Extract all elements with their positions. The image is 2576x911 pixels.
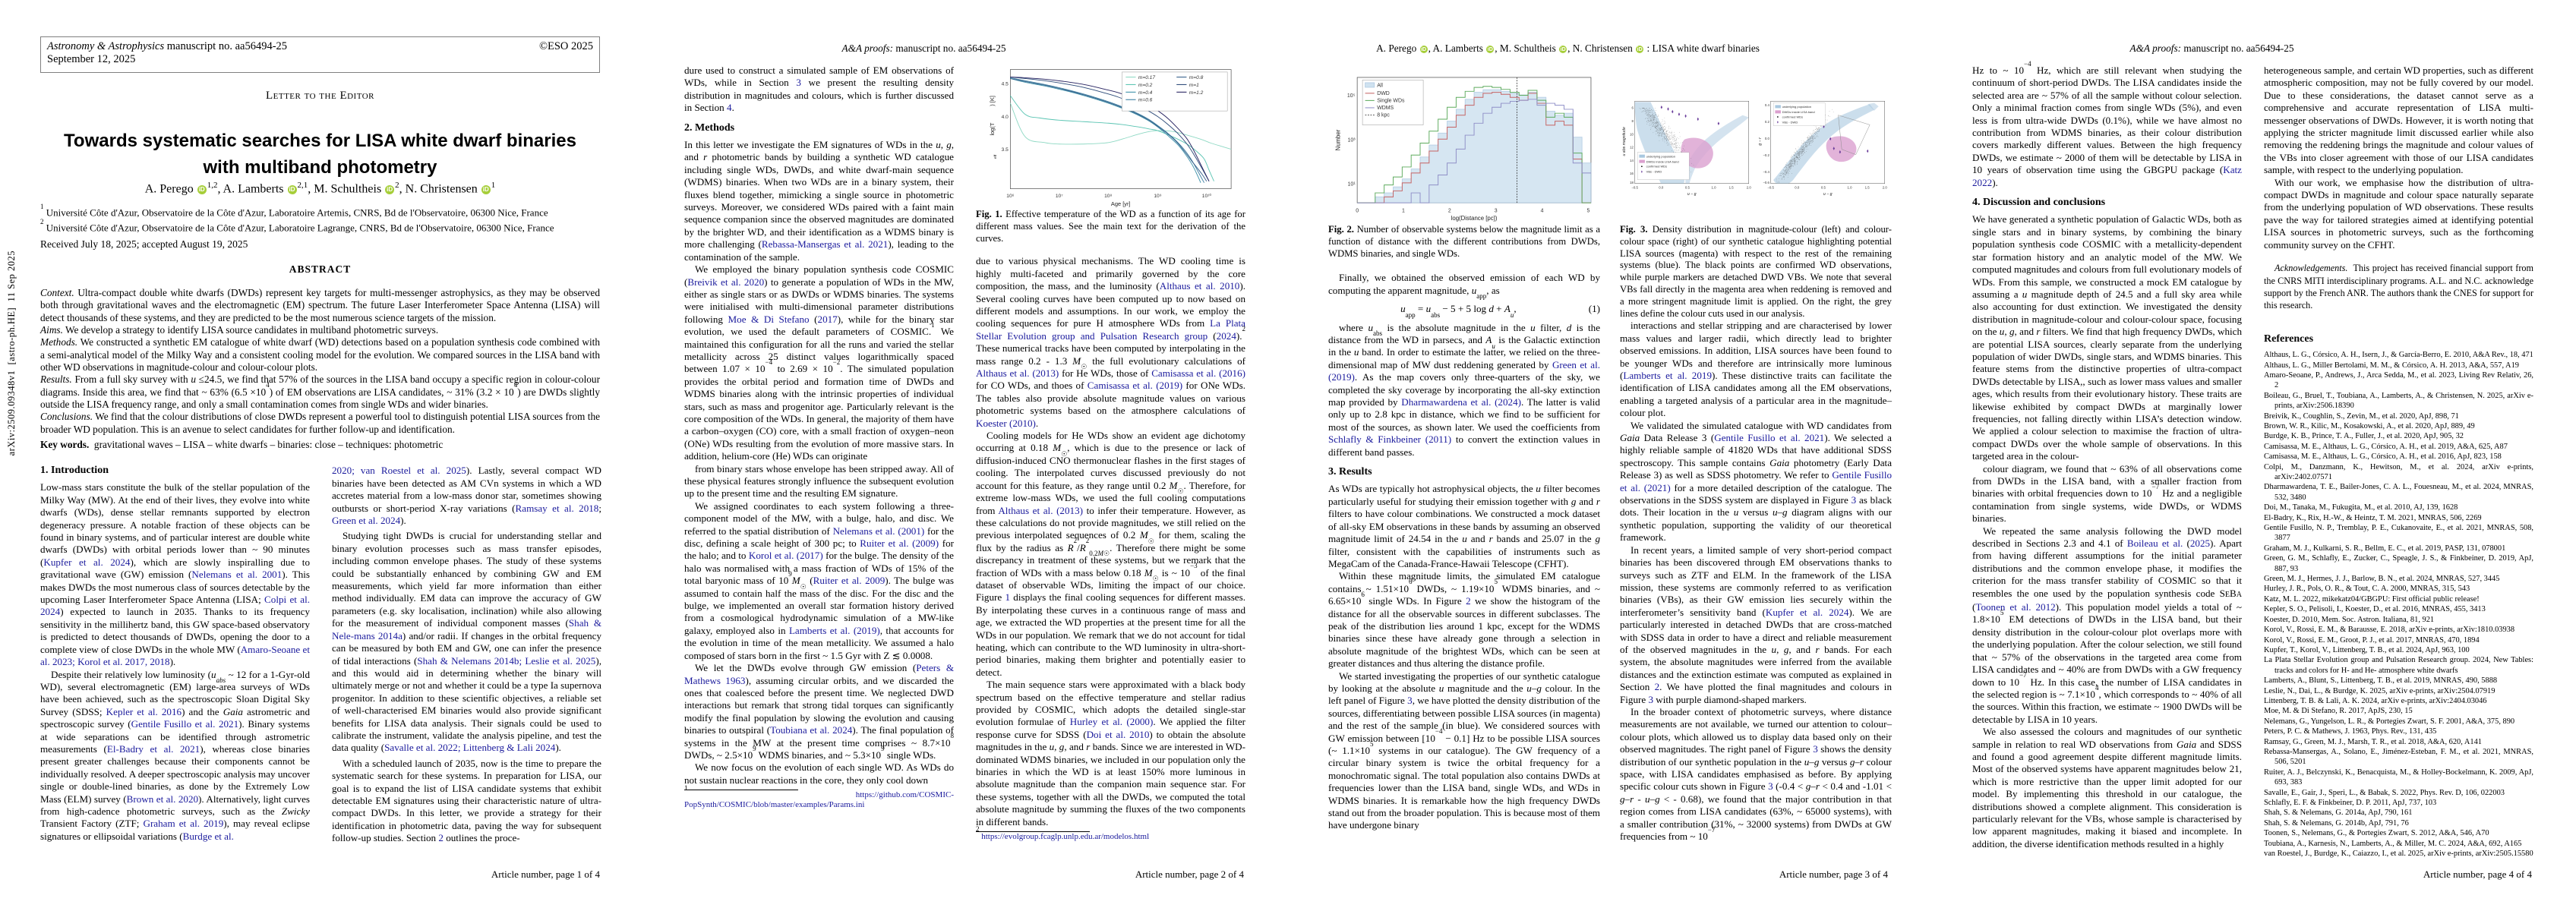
svg-text:m=1.2: m=1.2 xyxy=(1189,90,1204,96)
svg-text:m=0.4: m=0.4 xyxy=(1138,90,1153,96)
svg-text:10: 10 xyxy=(1630,132,1634,136)
svg-text:0.0: 0.0 xyxy=(1765,137,1770,140)
svg-text:log(T: log(T xyxy=(989,122,996,135)
svg-text:−0.5: −0.5 xyxy=(1767,186,1774,190)
svg-text:DWDs inside LISA band: DWDs inside LISA band xyxy=(1646,159,1679,163)
svg-text:u abs magnitude: u abs magnitude xyxy=(1622,127,1627,156)
svg-text:2.0: 2.0 xyxy=(1747,186,1752,190)
svg-text:0: 0 xyxy=(1356,208,1359,213)
svg-text:4.0: 4.0 xyxy=(1002,115,1009,120)
svg-text:−0.6: −0.6 xyxy=(1763,181,1769,184)
svg-text:DWD: DWD xyxy=(1377,91,1390,96)
svg-text:g − r: g − r xyxy=(1758,137,1763,146)
svg-text:14: 14 xyxy=(1630,159,1634,162)
svg-text:16: 16 xyxy=(1630,172,1634,175)
svg-text:Single WDs: Single WDs xyxy=(1377,99,1405,104)
svg-text:m=0.6: m=0.6 xyxy=(1138,98,1153,103)
svg-text:−0.2: −0.2 xyxy=(1763,153,1769,157)
svg-text:0.0: 0.0 xyxy=(1795,186,1800,190)
svg-text:4: 4 xyxy=(1541,208,1544,213)
svg-text:Number: Number xyxy=(1335,129,1342,150)
svg-text:1.5: 1.5 xyxy=(1865,186,1870,190)
svg-text:underlying population: underlying population xyxy=(1646,154,1675,158)
svg-text:DWDs inside LISA band: DWDs inside LISA band xyxy=(1782,110,1815,114)
svg-text:0.5: 0.5 xyxy=(1685,186,1690,190)
svg-text:10¹⁰: 10¹⁰ xyxy=(1202,193,1212,199)
svg-text:1: 1 xyxy=(1402,208,1405,213)
svg-text:m=0.2: m=0.2 xyxy=(1138,83,1153,88)
svg-text:WDMS: WDMS xyxy=(1377,106,1394,111)
svg-text:10⁵: 10⁵ xyxy=(1347,93,1356,99)
svg-text:3.5: 3.5 xyxy=(1002,147,1009,153)
svg-text:10⁹: 10⁹ xyxy=(1154,194,1161,199)
svg-text:18: 18 xyxy=(1630,181,1634,184)
svg-text:3: 3 xyxy=(1495,208,1498,213)
svg-text:m=1: m=1 xyxy=(1189,83,1199,88)
svg-text:2: 2 xyxy=(1448,208,1451,213)
svg-text:VBs - DWD: VBs - DWD xyxy=(1782,120,1798,124)
svg-text:eff: eff xyxy=(993,154,998,159)
svg-text:Age [yr]: Age [yr] xyxy=(1111,200,1131,207)
svg-text:) [K]: ) [K] xyxy=(989,96,996,106)
svg-text:All: All xyxy=(1377,84,1383,89)
svg-text:0.4: 0.4 xyxy=(1765,103,1770,107)
svg-text:u − g: u − g xyxy=(1687,192,1697,197)
svg-text:10⁸: 10⁸ xyxy=(1104,194,1112,199)
svg-text:1.0: 1.0 xyxy=(1712,186,1717,190)
svg-text:10¹: 10¹ xyxy=(1347,182,1356,188)
svg-text:0.0: 0.0 xyxy=(1659,186,1664,190)
svg-text:u − g: u − g xyxy=(1823,192,1833,197)
svg-text:1.0: 1.0 xyxy=(1848,186,1853,190)
svg-text:confirmed WDs: confirmed WDs xyxy=(1646,165,1668,169)
svg-text:8 kpc: 8 kpc xyxy=(1377,113,1390,118)
svg-text:0.5: 0.5 xyxy=(1821,186,1826,190)
svg-text:0.2: 0.2 xyxy=(1765,120,1770,124)
svg-text:underlying population: underlying population xyxy=(1782,105,1811,109)
svg-text:VBs - DWD: VBs - DWD xyxy=(1646,170,1662,174)
svg-text:m=0.8: m=0.8 xyxy=(1189,75,1204,80)
svg-text:confirmed WDs: confirmed WDs xyxy=(1782,115,1804,118)
svg-text:1.5: 1.5 xyxy=(1729,186,1735,190)
svg-text:10⁶: 10⁶ xyxy=(1006,194,1014,199)
svg-text:m=0.17: m=0.17 xyxy=(1138,75,1156,80)
svg-text:−0.4: −0.4 xyxy=(1763,170,1769,174)
svg-text:log(Distance [pc]): log(Distance [pc]) xyxy=(1451,215,1498,222)
svg-text:−0.5: −0.5 xyxy=(1631,186,1638,190)
svg-text:10⁷: 10⁷ xyxy=(1056,194,1063,199)
svg-text:10³: 10³ xyxy=(1347,137,1356,143)
svg-text:4.5: 4.5 xyxy=(1002,81,1009,87)
svg-text:2.0: 2.0 xyxy=(1883,186,1888,190)
svg-text:12: 12 xyxy=(1630,146,1634,150)
svg-text:5: 5 xyxy=(1587,208,1590,213)
